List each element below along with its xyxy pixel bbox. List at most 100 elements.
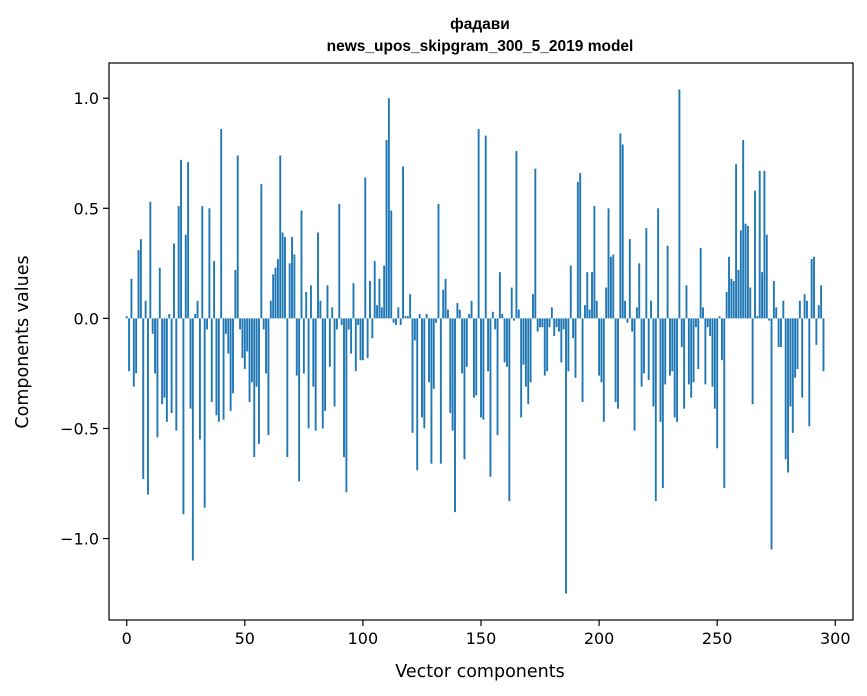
bar-11: [151, 318, 154, 334]
bar-292: [815, 318, 818, 345]
bar-58: [262, 318, 265, 330]
bar-67: [284, 236, 286, 319]
bar-7: [142, 318, 145, 480]
bar-176: [541, 318, 544, 328]
bar-141: [458, 309, 461, 319]
x-axis: 0 50 100 150 200 250 300: [122, 620, 851, 648]
bar-46: [234, 269, 237, 319]
bar-63: [274, 267, 277, 319]
bar-109: [383, 265, 386, 319]
bar-168: [522, 318, 525, 365]
bar-285: [798, 300, 801, 319]
bar-73: [298, 318, 301, 482]
bar-12: [154, 318, 156, 374]
bar-138: [451, 318, 454, 431]
bar-14: [158, 267, 161, 319]
bar-91: [340, 318, 343, 325]
bar-198: [593, 206, 596, 319]
x-tick-label-300: 300: [820, 629, 851, 648]
bar-262: [744, 223, 747, 319]
bar-187: [567, 318, 570, 372]
bar-270: [763, 170, 766, 319]
bar-27: [189, 318, 192, 409]
bar-5: [137, 250, 140, 319]
bar-219: [643, 318, 645, 374]
bar-182: [555, 318, 558, 328]
bar-215: [633, 318, 636, 431]
bar-79: [312, 318, 315, 387]
bar-13: [156, 318, 159, 438]
bar-100: [361, 318, 364, 361]
bar-61: [269, 300, 272, 319]
bar-33: [203, 318, 206, 508]
bar-72: [295, 318, 298, 376]
bar-210: [621, 144, 624, 319]
bar-101: [364, 177, 367, 319]
bar-97: [354, 318, 357, 372]
bar-51: [246, 318, 249, 352]
bar-238: [687, 318, 690, 385]
bar-137: [449, 318, 452, 414]
bar-38: [215, 318, 218, 416]
bar-169: [524, 318, 527, 387]
x-tick-label-100: 100: [348, 629, 379, 648]
bar-60: [267, 318, 270, 436]
bar-34: [206, 318, 208, 330]
y-tick-label-4: 1.0: [74, 89, 99, 108]
bar-255: [728, 256, 730, 319]
bar-199: [595, 300, 598, 319]
bar-273: [770, 318, 773, 550]
bar-248: [711, 318, 714, 387]
bar-186: [565, 318, 567, 594]
bar-185: [562, 318, 565, 330]
bar-124: [418, 313, 421, 319]
bar-125: [421, 318, 423, 418]
bar-173: [534, 168, 537, 319]
bar-282: [791, 318, 794, 433]
bar-269: [761, 272, 764, 319]
bar-240: [692, 318, 695, 383]
x-tick-label-200: 200: [584, 629, 615, 648]
bar-81: [317, 232, 319, 319]
bar-155: [491, 311, 494, 319]
bar-28: [191, 318, 194, 561]
bar-50: [243, 318, 246, 370]
bar-246: [706, 318, 709, 328]
bar-154: [489, 318, 492, 477]
bar-31: [198, 318, 201, 440]
y-tick-label-0: −1.0: [60, 530, 99, 549]
bar-149: [477, 129, 480, 319]
bar-127: [425, 313, 428, 319]
bar-226: [659, 318, 662, 422]
bar-56: [258, 318, 260, 444]
bar-272: [768, 318, 771, 321]
bar-32: [201, 206, 204, 319]
bar-243: [699, 247, 702, 319]
bar-23: [180, 159, 182, 319]
bar-295: [822, 318, 825, 372]
bar-4: [135, 318, 138, 374]
bar-123: [416, 318, 419, 471]
bar-239: [690, 318, 693, 398]
bar-9: [147, 318, 149, 495]
bar-8: [144, 300, 147, 319]
bar-236: [683, 318, 686, 409]
bar-10: [149, 201, 152, 319]
bar-57: [260, 184, 263, 319]
bar-294: [820, 285, 823, 319]
bar-227: [661, 318, 664, 488]
bar-78: [310, 285, 312, 319]
bar-22: [177, 206, 180, 319]
bar-134: [442, 289, 445, 319]
bar-205: [609, 256, 612, 319]
bar-253: [723, 318, 726, 488]
bar-30: [196, 300, 199, 319]
bar-44: [229, 318, 232, 411]
bar-62: [272, 274, 275, 319]
y-axis: −1.0 −0.5 0.0 0.5 1.0: [60, 89, 109, 549]
bar-212: [626, 318, 629, 323]
bar-245: [704, 318, 707, 385]
bar-265: [751, 318, 754, 405]
bar-1: [128, 318, 131, 372]
bar-82: [319, 300, 322, 319]
